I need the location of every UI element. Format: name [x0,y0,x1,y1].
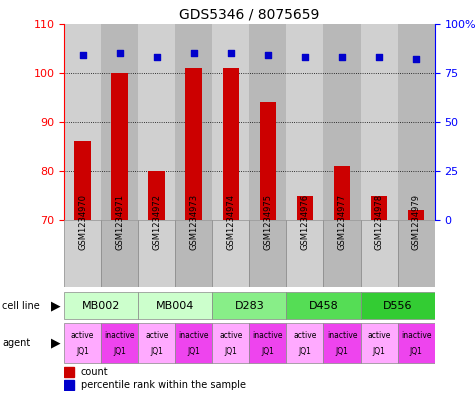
Bar [101,220,138,287]
Text: GSM1234979: GSM1234979 [412,194,420,250]
Bar [212,292,286,319]
Text: inactive: inactive [179,331,209,340]
Bar [101,323,138,363]
Bar [286,292,361,319]
Text: inactive: inactive [327,331,357,340]
Text: active: active [293,331,317,340]
Bar [361,24,398,220]
Bar [286,24,323,220]
Text: JQ1: JQ1 [298,347,312,356]
Bar [175,24,212,220]
Bar [138,292,212,319]
Bar [286,220,323,287]
Text: JQ1: JQ1 [409,347,423,356]
Bar [138,323,175,363]
Title: GDS5346 / 8075659: GDS5346 / 8075659 [179,7,320,21]
Bar [398,220,435,287]
Bar [249,24,286,220]
Text: active: active [219,331,243,340]
Bar [64,323,101,363]
Text: inactive: inactive [253,331,283,340]
Bar [175,323,212,363]
Text: count: count [81,367,108,377]
Text: JQ1: JQ1 [372,347,386,356]
Bar [64,367,75,377]
Bar [296,195,314,220]
Text: JQ1: JQ1 [150,347,163,356]
Text: GSM1234972: GSM1234972 [152,194,161,250]
Point [153,54,161,60]
Text: percentile rank within the sample: percentile rank within the sample [81,380,246,390]
Text: D556: D556 [383,301,412,310]
Text: cell line: cell line [2,301,40,310]
Text: D458: D458 [309,301,338,310]
Text: agent: agent [2,338,30,348]
Bar [101,24,138,220]
Text: GSM1234977: GSM1234977 [338,194,346,250]
Bar [361,220,398,287]
Bar [138,220,175,287]
Bar [398,323,435,363]
Text: GSM1234974: GSM1234974 [227,194,235,250]
Point [412,56,420,62]
Bar [111,73,128,220]
Text: inactive: inactive [401,331,431,340]
Bar [148,171,165,220]
Text: active: active [145,331,169,340]
Text: GSM1234970: GSM1234970 [78,194,87,250]
Bar [212,220,249,287]
Bar [138,24,175,220]
Point [227,50,235,56]
Text: GSM1234975: GSM1234975 [264,194,272,250]
Bar [175,220,212,287]
Bar [249,220,286,287]
Bar [259,102,276,220]
Point [264,52,272,58]
Bar [323,220,361,287]
Bar [361,292,435,319]
Bar [333,166,351,220]
Point [190,50,198,56]
Bar [222,68,239,220]
Text: JQ1: JQ1 [113,347,126,356]
Bar [323,24,361,220]
Point [338,54,346,60]
Point [116,50,124,56]
Text: JQ1: JQ1 [187,347,200,356]
Text: ▶: ▶ [51,299,61,312]
Point [375,54,383,60]
Text: GSM1234976: GSM1234976 [301,194,309,250]
Text: GSM1234978: GSM1234978 [375,194,383,250]
Bar [408,210,425,220]
Text: D283: D283 [235,301,264,310]
Bar [64,24,101,220]
Text: active: active [71,331,95,340]
Bar [398,24,435,220]
Bar [64,380,75,390]
Bar [185,68,202,220]
Text: GSM1234971: GSM1234971 [115,194,124,250]
Text: JQ1: JQ1 [261,347,275,356]
Point [79,52,86,58]
Bar [64,292,138,319]
Text: JQ1: JQ1 [76,347,89,356]
Bar [361,323,398,363]
Text: MB002: MB002 [82,301,120,310]
Point [301,54,309,60]
Text: GSM1234973: GSM1234973 [190,194,198,250]
Text: MB004: MB004 [156,301,194,310]
Bar [286,323,323,363]
Text: JQ1: JQ1 [335,347,349,356]
Bar [212,24,249,220]
Bar [249,323,286,363]
Bar [64,220,101,287]
Text: ▶: ▶ [51,336,61,349]
Text: JQ1: JQ1 [224,347,238,356]
Bar [323,323,361,363]
Bar [370,195,388,220]
Text: active: active [367,331,391,340]
Bar [212,323,249,363]
Text: inactive: inactive [104,331,135,340]
Bar [74,141,91,220]
